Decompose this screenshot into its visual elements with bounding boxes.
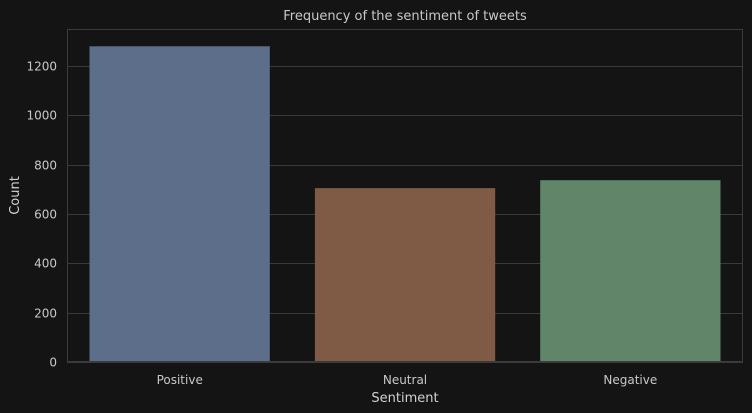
y-tick-label: 1000 bbox=[26, 109, 57, 123]
plot-frame bbox=[67, 29, 743, 362]
x-axis-label: Sentiment bbox=[371, 391, 438, 406]
x-tick-label-neutral: Neutral bbox=[383, 373, 427, 387]
chart-title: Frequency of the sentiment of tweets bbox=[283, 9, 527, 24]
bar-negative bbox=[540, 180, 721, 362]
y-tick-label: 1200 bbox=[26, 60, 57, 74]
bar-neutral bbox=[314, 188, 496, 362]
x-tick-label-positive: Positive bbox=[157, 373, 203, 387]
y-tick-label: 400 bbox=[34, 257, 57, 271]
y-tick-label: 800 bbox=[34, 159, 57, 173]
bars bbox=[89, 46, 721, 363]
y-tick-label: 0 bbox=[49, 356, 57, 370]
x-tick-label-negative: Negative bbox=[603, 373, 657, 387]
y-tick-label: 600 bbox=[34, 208, 57, 222]
bar-positive bbox=[89, 46, 270, 363]
y-tick-label: 200 bbox=[34, 307, 57, 321]
y-axis-label: Count bbox=[8, 176, 23, 215]
x-tick-labels: Positive Neutral Negative bbox=[157, 373, 658, 387]
y-tick-labels: 0 200 400 600 800 1000 1200 bbox=[26, 60, 57, 370]
